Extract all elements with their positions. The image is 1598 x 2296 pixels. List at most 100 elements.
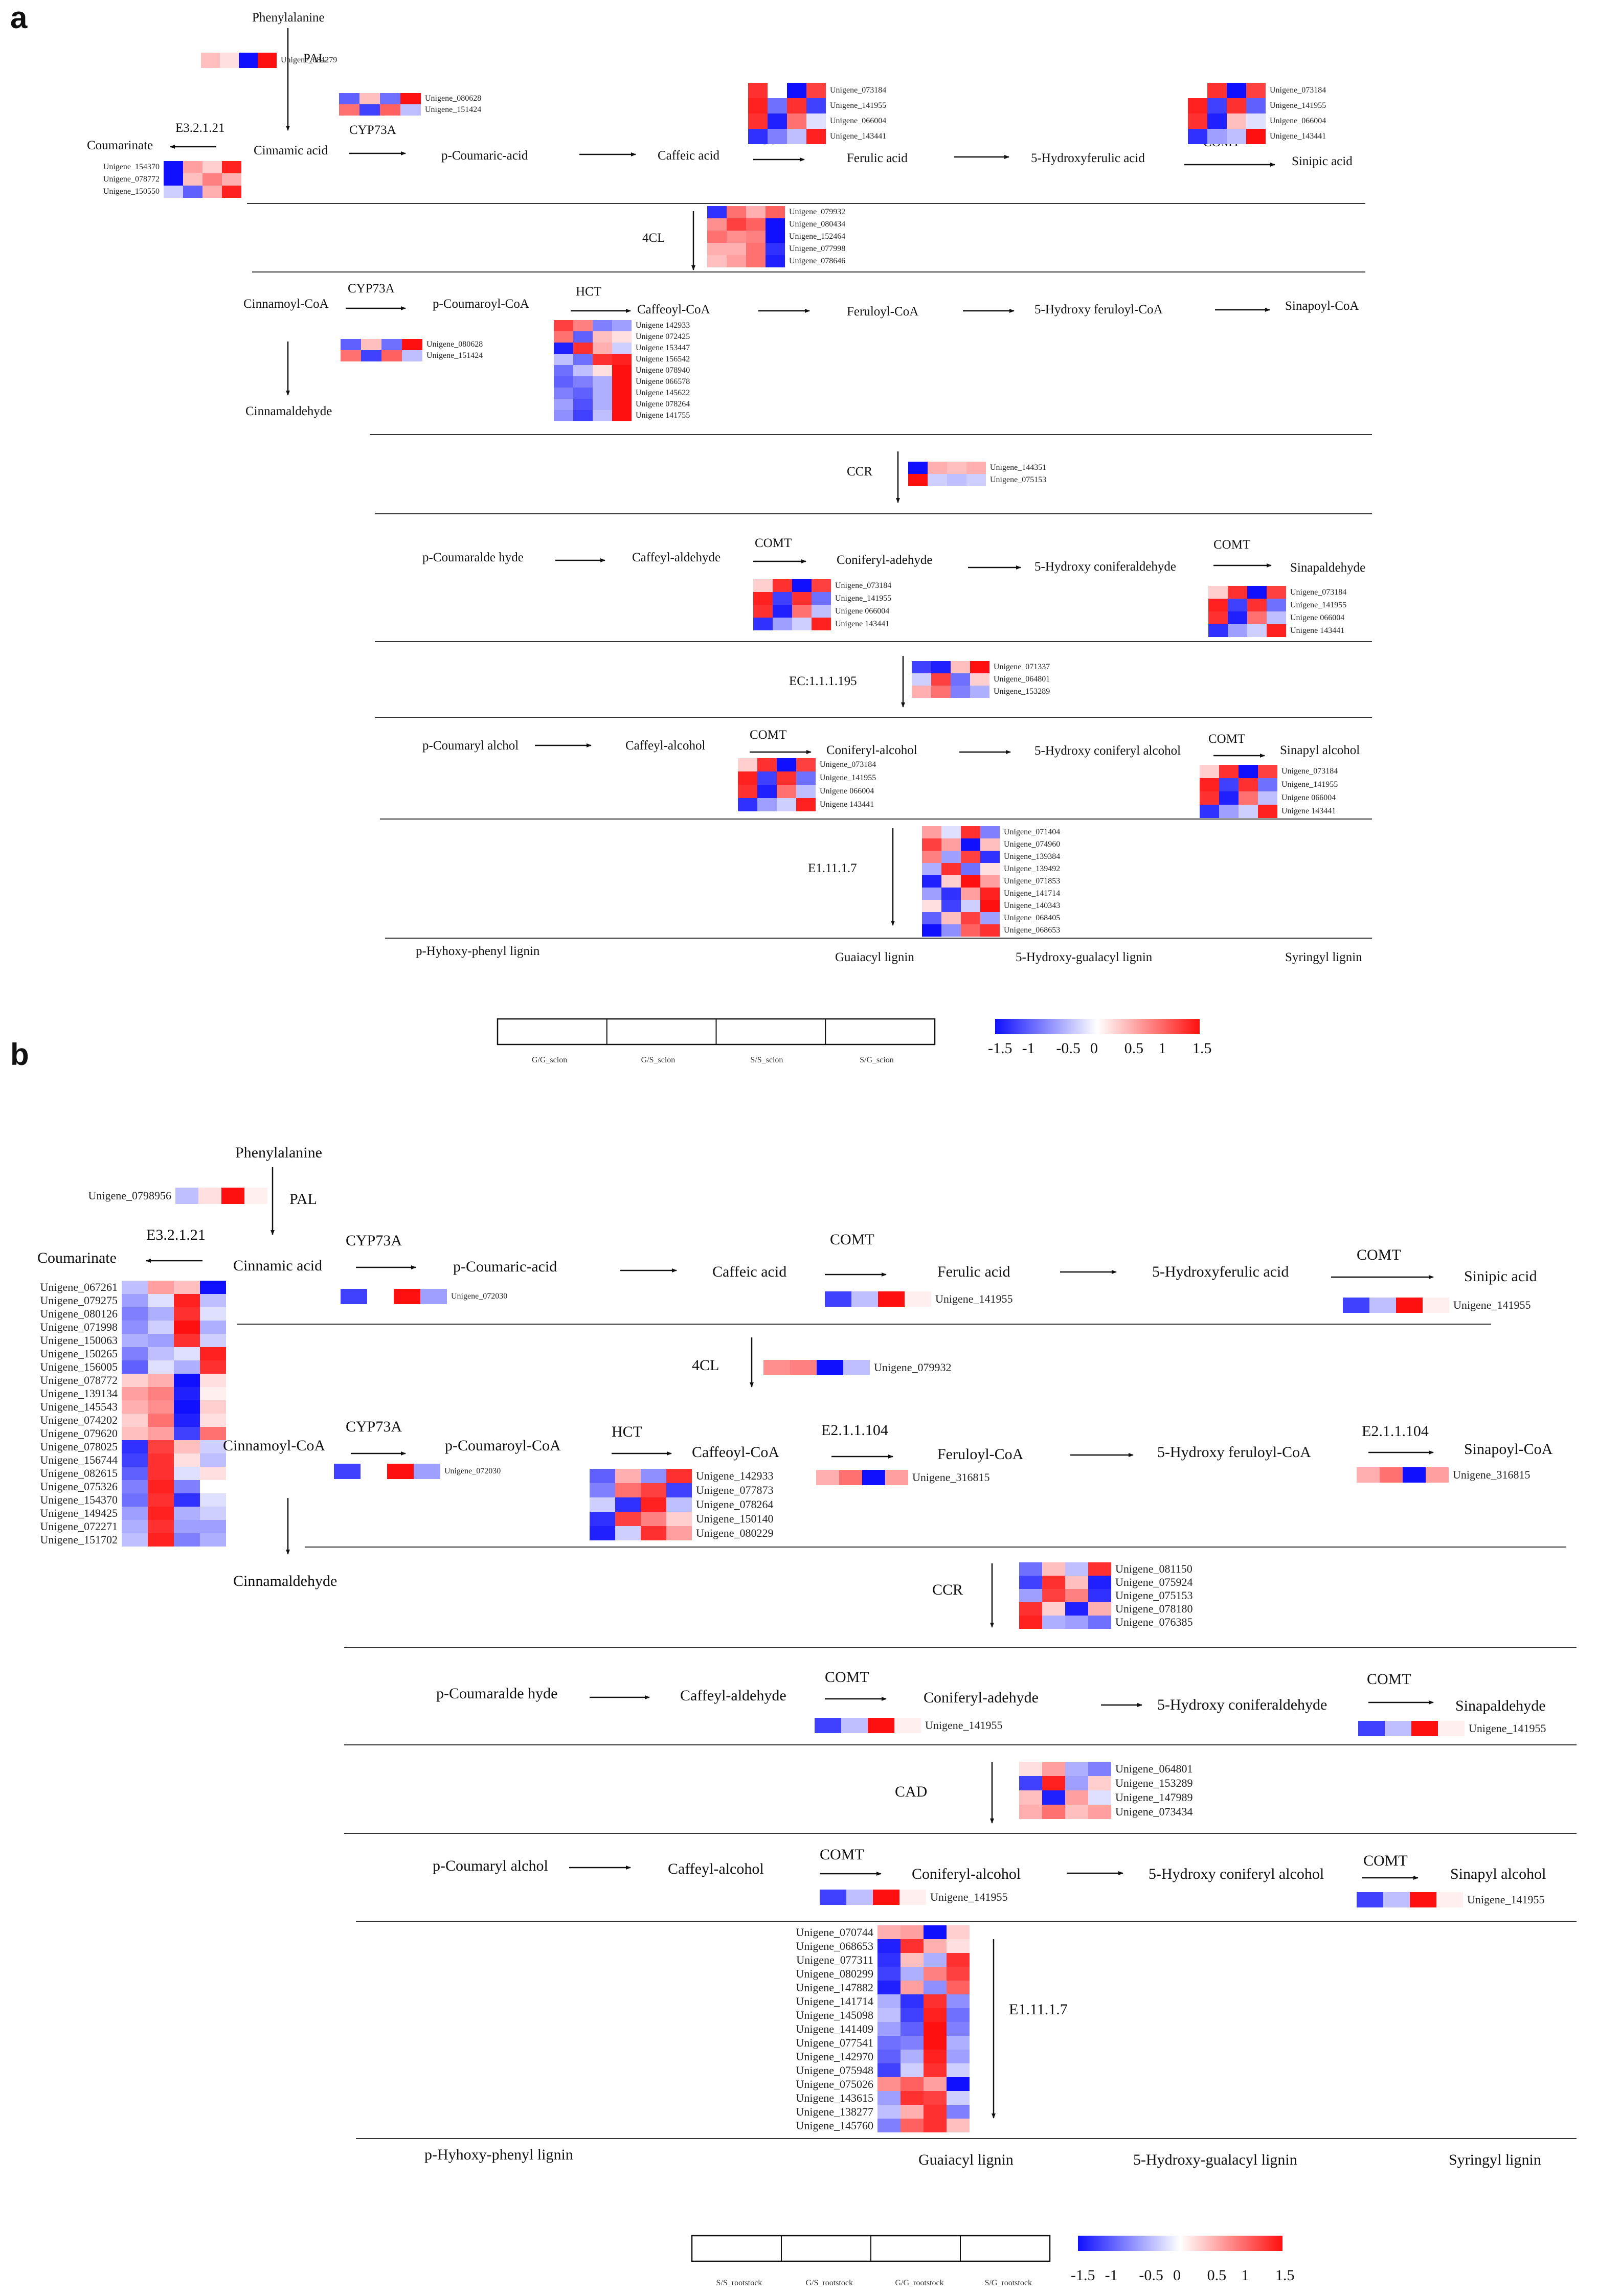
heatmap-cell — [593, 343, 612, 354]
heatmap-cell — [554, 365, 573, 376]
heatmap-cell — [1239, 791, 1258, 805]
gene-label: Unigene 066004 — [835, 606, 890, 616]
enzyme-e32121: E3.2.1.21 — [175, 121, 225, 135]
heatmap-cell — [148, 1321, 174, 1334]
heatmap-cell — [796, 771, 816, 785]
heatmap-cell — [928, 462, 947, 474]
heatmap-cell — [922, 875, 941, 888]
heatmap-cell — [1267, 586, 1286, 599]
gene-label: Unigene_068405 — [1004, 914, 1061, 922]
hydroxyferulic: 5-Hydroxyferulic acid — [1031, 151, 1145, 165]
gene-label: Unigene_150063 — [40, 1334, 118, 1347]
gene-label: Unigene_074960 — [1004, 840, 1061, 849]
heatmap-cell — [787, 83, 806, 98]
caffeoyl-coa: Caffeoyl-CoA — [692, 1444, 780, 1461]
heatmap-cell — [612, 410, 632, 421]
heatmap-cell — [1258, 805, 1277, 818]
heatmap-cell — [738, 785, 757, 798]
heatmap-cell — [1065, 1790, 1088, 1805]
heatmap-cell — [554, 388, 573, 399]
gene-label: Unigene_070744 — [796, 1925, 873, 1939]
heatmap-b-comt-6 — [1357, 1892, 1463, 1907]
heatmap-cell — [1247, 611, 1267, 624]
heatmap-cell — [148, 1507, 174, 1520]
caffeyl-alcohol: Caffeyl-alcohol — [668, 1860, 764, 1877]
caffeyl-alcohol: Caffeyl-alcohol — [625, 739, 706, 753]
enzyme-cad: CAD — [895, 1783, 928, 1800]
gene-label: Unigene 156542 — [636, 355, 690, 363]
heatmap-cell — [666, 1526, 692, 1540]
heatmap-cell — [947, 2077, 970, 2091]
heatmap-cell — [777, 771, 796, 785]
heatmap-cell — [361, 350, 381, 361]
heatmap-cell — [148, 1374, 174, 1387]
heatmap-b-cyp73a-1 — [341, 1289, 447, 1304]
heatmap-cell — [239, 53, 258, 68]
heatmap-cell — [947, 462, 966, 474]
heatmap-cell — [796, 758, 816, 771]
gene-label: Unigene_075026 — [796, 2077, 873, 2090]
heatmap-cell — [641, 1483, 666, 1497]
heatmap-cell — [1088, 1589, 1111, 1602]
enzyme-e2-1-1-104: E2.1.1.104 — [821, 1422, 888, 1439]
hydroxy-guaiacyl-lignin: 5-Hydroxy-gualacyl lignin — [1133, 2151, 1297, 2168]
enzyme-ccr: CCR — [847, 465, 873, 479]
gene-label: Unigene_139492 — [1004, 865, 1061, 873]
heatmap-a-comt-1 — [748, 83, 826, 144]
enzyme-hct: HCT — [612, 1423, 642, 1440]
caffeyl-aldehyde: Caffeyl-aldehyde — [632, 551, 721, 564]
heatmap-cell — [1369, 1298, 1396, 1313]
heatmap-cell — [1207, 83, 1227, 98]
heatmap-cell — [361, 339, 381, 350]
heatmap-cell — [1219, 791, 1239, 805]
gene-label: Unigene_080126 — [40, 1307, 118, 1320]
heatmap-cell — [815, 1718, 841, 1733]
heatmap-cell — [341, 1289, 367, 1304]
heatmap-cell — [200, 1414, 226, 1427]
heatmap-cell — [200, 1467, 226, 1480]
color-scale-tick: 0 — [1173, 2267, 1181, 2284]
heatmap-cell — [766, 255, 785, 267]
heatmap-cell — [924, 2036, 947, 2050]
gene-label: Unigene_080299 — [796, 1967, 873, 1980]
gene-label: Unigene_079932 — [874, 1361, 952, 1374]
gene-label: Unigene 142933 — [636, 321, 690, 330]
heatmap-cell — [1088, 1602, 1111, 1616]
heatmap-cell — [174, 1374, 200, 1387]
gene-label: Unigene_141714 — [1004, 889, 1061, 898]
heatmap-cell — [1436, 1892, 1463, 1907]
heatmap-cell — [1019, 1790, 1042, 1805]
heatmap-cell — [961, 826, 980, 838]
gene-label: Unigene 066004 — [1290, 613, 1345, 622]
heatmap-cell — [666, 1497, 692, 1512]
heatmap-cell — [593, 354, 612, 365]
color-scale-tick: -0.5 — [1139, 2267, 1163, 2284]
heatmap-cell — [757, 771, 777, 785]
heatmap-cell — [402, 339, 422, 350]
feruloyl-coa: Feruloyl-CoA — [937, 1446, 1024, 1463]
enzyme-comt: COMT — [1367, 1671, 1411, 1688]
color-scale-tick: -1 — [1105, 2267, 1118, 2284]
gene-label: Unigene_071853 — [1004, 877, 1061, 885]
enzyme-cyp73a: CYP73A — [346, 1232, 402, 1249]
heatmap-cell — [183, 161, 202, 173]
legend-group-label: S/S_rootstock — [716, 2279, 762, 2287]
gene-label: Unigene_142933 — [696, 1469, 774, 1482]
heatmap-cell — [612, 399, 632, 410]
heatmap-cell — [877, 1981, 901, 1994]
heatmap-cell — [757, 798, 777, 811]
heatmap-b-pal — [175, 1188, 267, 1204]
heatmap-cell — [174, 1307, 200, 1321]
gene-label: Unigene_082615 — [40, 1467, 118, 1480]
heatmap-cell — [766, 243, 785, 255]
gene-label: Unigene_316815 — [1453, 1468, 1531, 1481]
heatmap-cell — [727, 231, 746, 243]
gene-label: Unigene_140343 — [1004, 901, 1061, 910]
heatmap-cell — [1426, 1467, 1449, 1483]
heatmap-cell — [1208, 586, 1228, 599]
heatmap-cell — [877, 2022, 901, 2036]
heatmap-cell — [381, 350, 402, 361]
hydroxy-coniferyl-alcohol: 5-Hydroxy coniferyl alcohol — [1149, 1866, 1324, 1882]
gene-label: Unigene_141955 — [1281, 780, 1338, 789]
heatmap-cell — [947, 2050, 970, 2063]
